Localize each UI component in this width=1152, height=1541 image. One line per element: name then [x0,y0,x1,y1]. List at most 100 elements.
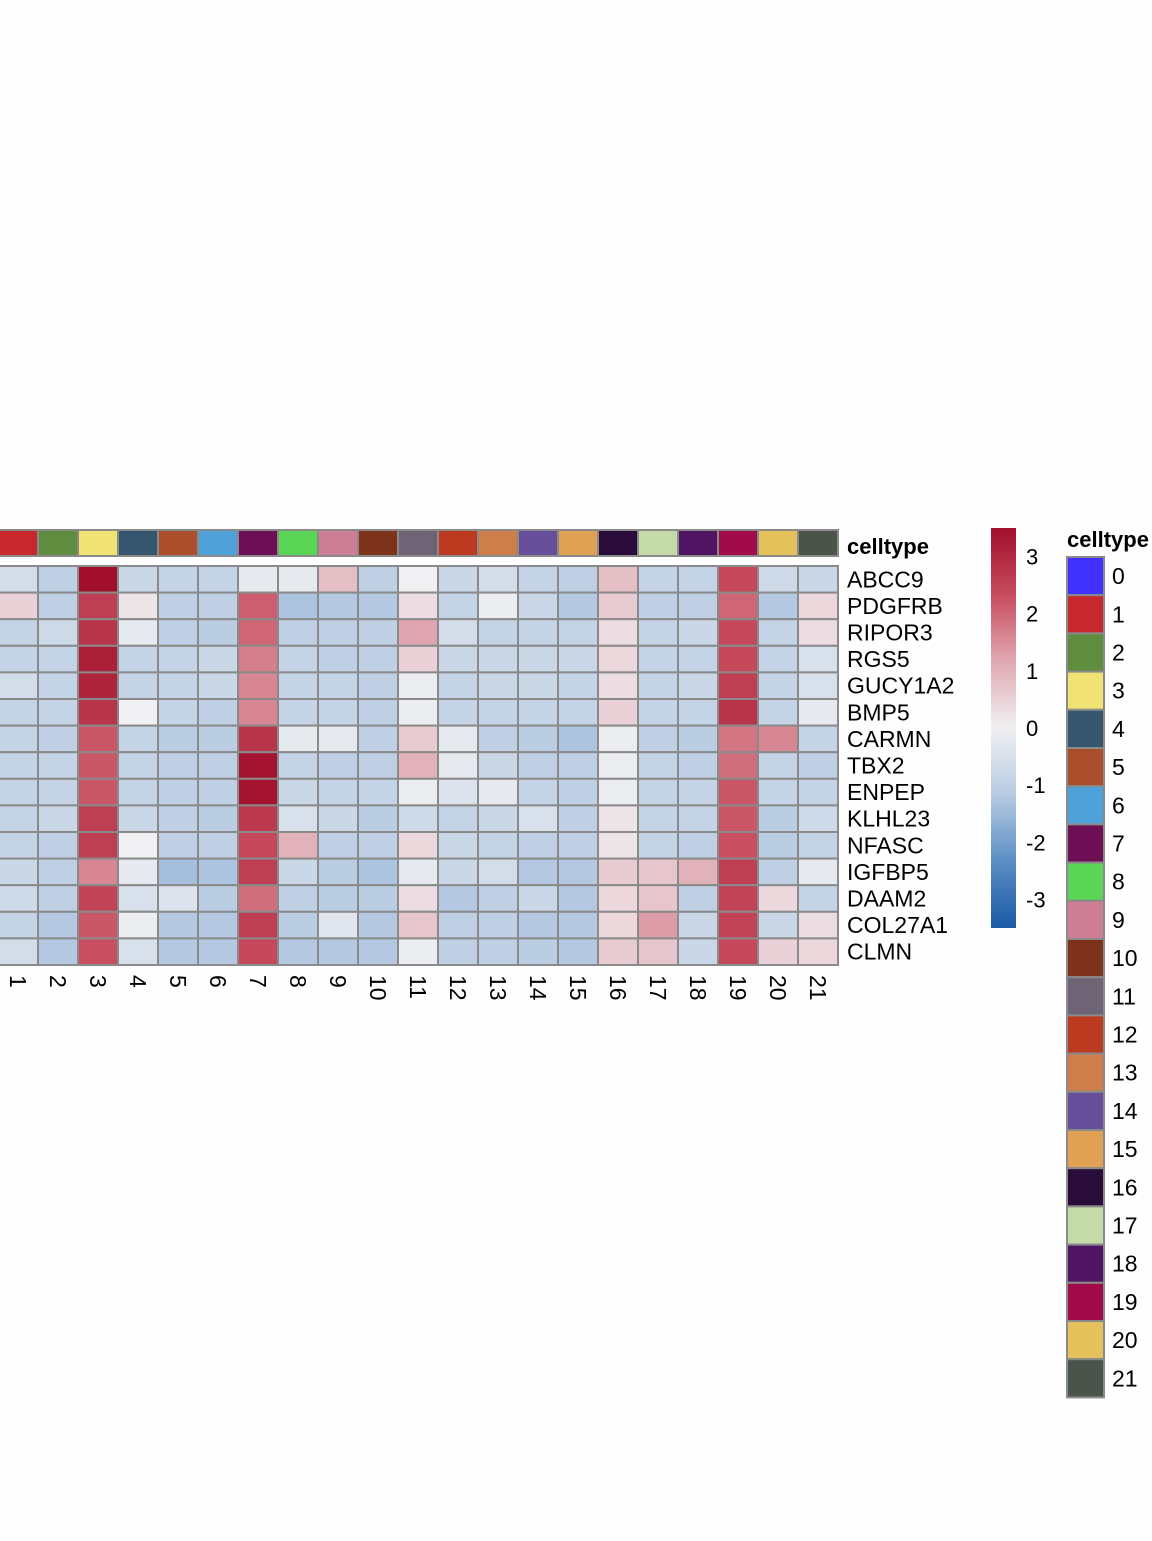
legend-swatch-13 [1066,1052,1105,1093]
heatmap-cell [317,671,359,701]
heatmap-cell [717,857,759,887]
heatmap-cell [597,724,639,754]
heatmap-cell [557,618,599,647]
heatmap-cell [237,644,279,674]
column-label: 12 [445,975,471,1001]
heatmap-cell [717,591,759,621]
heatmap-cell [437,591,479,621]
heatmap-cell [557,777,599,807]
heatmap-cell [157,618,199,647]
heatmap-cell [0,777,39,807]
heatmap-cell [477,724,519,754]
heatmap-cell [357,565,399,594]
heatmap-cell [717,831,759,860]
heatmap-cell [317,937,359,967]
heatmap-cell [117,565,159,594]
heatmap-cell [477,698,519,727]
heatmap-cell [277,777,319,807]
heatmap-cell [37,724,79,754]
heatmap-cell [677,671,719,701]
heatmap-cell [637,565,679,594]
heatmap-cell [277,724,319,754]
annotation-cell-15 [557,529,599,557]
heatmap-cell [517,671,559,701]
column-label: 10 [365,975,391,1001]
heatmap-cell [157,937,199,967]
legend-swatch-21 [1066,1358,1105,1399]
annotation-cell-3 [77,529,119,557]
heatmap-cell [157,777,199,807]
heatmap-cell [0,804,39,834]
heatmap-cell [717,751,759,780]
heatmap-cell [117,910,159,940]
heatmap-cell [797,618,839,647]
row-label: COL27A1 [847,912,948,938]
heatmap-cell [597,698,639,727]
heatmap-cell [237,618,279,647]
heatmap-cell [397,565,439,594]
legend-swatch-15 [1066,1129,1105,1170]
heatmap-cell [317,618,359,647]
heatmap-cell [757,857,799,887]
heatmap-cell [77,618,119,647]
heatmap-cell [157,831,199,860]
heatmap-cell [597,644,639,674]
heatmap-cell [557,857,599,887]
annotation-cell-7 [237,529,279,557]
heatmap-cell [677,831,719,860]
celltype-annotation-bar [0,529,839,557]
annotation-cell-8 [277,529,319,557]
heatmap-cell [597,857,639,887]
heatmap-cell [0,565,39,594]
annotation-cell-14 [517,529,559,557]
heatmap-cell [317,565,359,594]
column-label: 13 [485,975,511,1001]
heatmap-cell [277,565,319,594]
heatmap-cell [37,671,79,701]
heatmap-cell [797,751,839,780]
heatmap-cell [317,857,359,887]
column-label: 15 [565,975,591,1001]
heatmap-cell [677,724,719,754]
heatmap-cell [597,831,639,860]
heatmap-cell [277,804,319,834]
colorbar-tick-label: -2 [1026,830,1046,855]
heatmap-cell [197,751,239,780]
column-label: 16 [605,975,631,1001]
heatmap-cell [357,618,399,647]
column-label: 11 [405,975,431,999]
heatmap-cell [637,777,679,807]
annotation-cell-10 [357,529,399,557]
row-label: ENPEP [847,779,925,805]
heatmap-cell [597,804,639,834]
heatmap-cell [317,724,359,754]
legend-label: 3 [1112,678,1125,704]
heatmap-cell [477,884,519,913]
row-label: CLMN [847,939,912,965]
heatmap-cell [117,884,159,913]
heatmap-cell [437,910,479,940]
heatmap-cell [557,724,599,754]
heatmap-cell [597,751,639,780]
colorbar-gradient [991,528,1016,928]
heatmap-cell [117,857,159,887]
heatmap-cell [757,724,799,754]
legend-label: 4 [1112,716,1125,742]
row-label: DAAM2 [847,886,926,912]
column-label: 20 [765,975,791,1001]
heatmap-cell [237,884,279,913]
row-label: RIPOR3 [847,620,933,646]
column-label: 17 [645,975,671,1001]
heatmap-cell [757,751,799,780]
annotation-cell-21 [797,529,839,557]
heatmap-cell [637,724,679,754]
heatmap-cell [677,857,719,887]
heatmap-cell [317,591,359,621]
heatmap-cell [77,910,119,940]
heatmap-cell [157,671,199,701]
legend-swatch-10 [1066,938,1105,979]
heatmap-cell [677,644,719,674]
colorbar-tick-label: 1 [1026,659,1038,684]
annotation-cell-16 [597,529,639,557]
